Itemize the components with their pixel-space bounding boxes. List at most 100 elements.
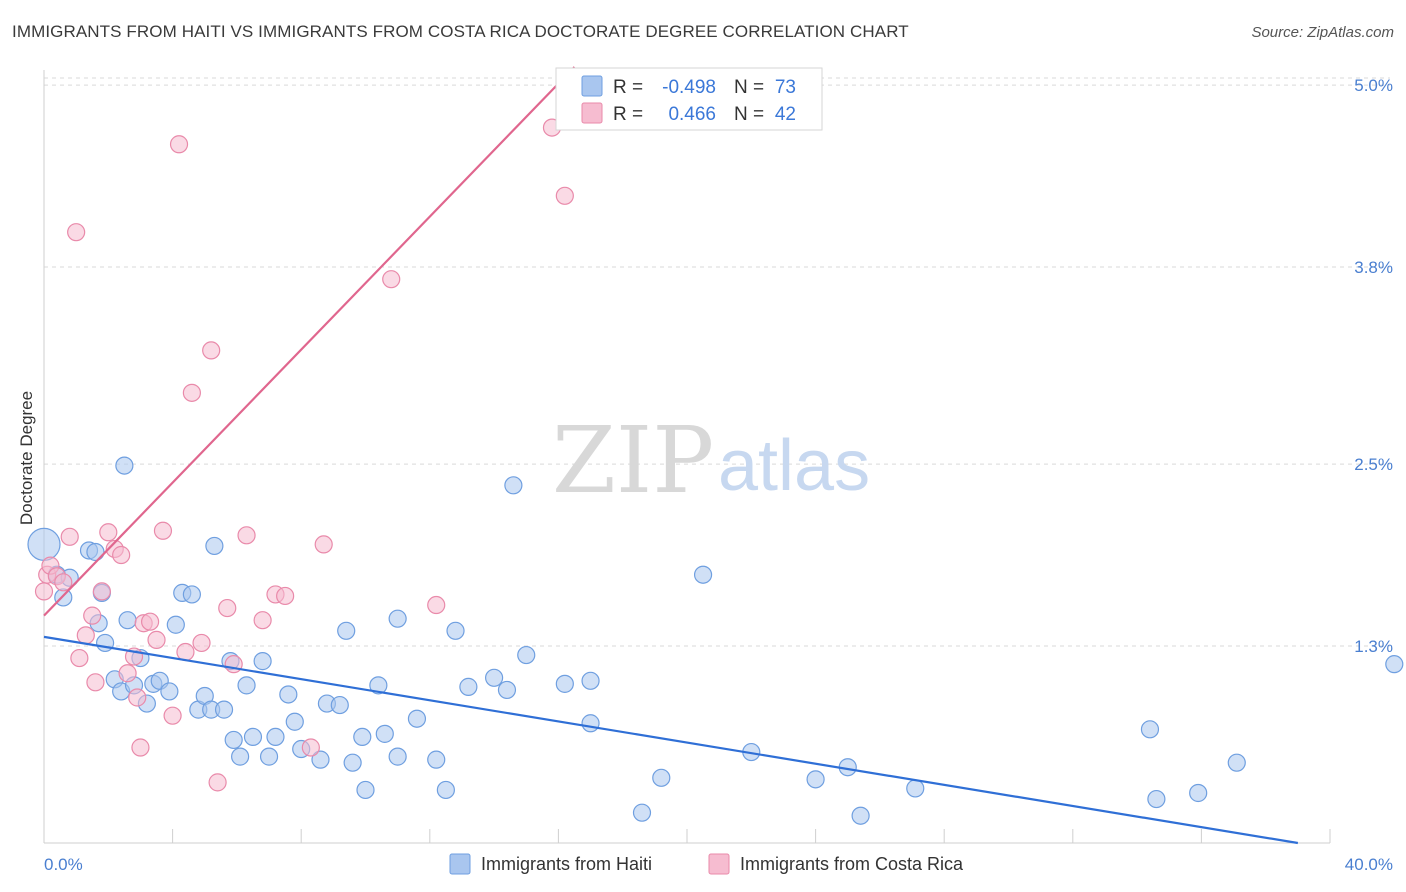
- watermark-zip: ZIP: [552, 407, 714, 514]
- y-tick-label: 5.0%: [1354, 76, 1393, 95]
- chart-title: IMMIGRANTS FROM HAITI VS IMMIGRANTS FROM…: [12, 22, 909, 41]
- haiti-point: [231, 747, 250, 766]
- haiti-point: [266, 727, 285, 747]
- haiti-point: [279, 685, 298, 704]
- haiti-point: [343, 753, 362, 772]
- costa-rica-point: [131, 738, 150, 757]
- haiti-point: [27, 527, 61, 562]
- haiti-point: [353, 727, 372, 747]
- costa-rica-point: [182, 383, 201, 402]
- haiti-point: [446, 621, 465, 640]
- costa-rica-point: [86, 673, 105, 692]
- y-tick-label: 1.3%: [1354, 637, 1393, 656]
- costa-rica-point: [427, 595, 446, 615]
- costa-rica-point: [218, 598, 237, 618]
- haiti-trend-line: [43, 635, 1299, 845]
- legend-swatch-haiti: [581, 75, 603, 97]
- bottom-legend-swatch-costa-rica: [708, 853, 730, 875]
- haiti-point: [160, 682, 179, 701]
- series-legend: Immigrants from Haiti Immigrants from Co…: [449, 853, 964, 875]
- haiti-point: [497, 680, 517, 700]
- haiti-point: [205, 536, 224, 556]
- haiti-point: [581, 671, 600, 690]
- haiti-point: [581, 714, 600, 733]
- haiti-point: [237, 676, 256, 695]
- haiti-point: [337, 621, 356, 640]
- costa-rica-point: [301, 738, 320, 757]
- haiti-point: [166, 615, 185, 634]
- haiti-point: [182, 585, 201, 604]
- costa-rica-point: [208, 773, 227, 792]
- haiti-point: [1189, 783, 1208, 803]
- costa-rica-point: [314, 535, 333, 554]
- haiti-point: [86, 542, 105, 562]
- costa-rica-point: [67, 223, 86, 242]
- haiti-point: [427, 750, 446, 769]
- haiti-point: [407, 709, 427, 728]
- costa-rica-point: [176, 642, 195, 662]
- costa-rica-point: [192, 633, 211, 653]
- costa-rica-point: [237, 526, 256, 545]
- legend-r-value-costa-rica: 0.466: [668, 104, 716, 125]
- haiti-point: [517, 645, 536, 665]
- costa-rica-point: [555, 186, 574, 205]
- haiti-point: [214, 700, 234, 719]
- bottom-legend-label-costa-rica: Immigrants from Costa Rica: [740, 854, 964, 874]
- watermark: ZIP atlas: [552, 407, 870, 514]
- correlation-legend: R = -0.498 N = 73 R = 0.466 N = 42: [555, 67, 823, 131]
- costa-rica-point: [140, 612, 160, 631]
- x-tick-label-max: 40.0%: [1345, 855, 1393, 874]
- costa-rica-point: [253, 611, 272, 630]
- x-ticks: [43, 829, 1331, 843]
- haiti-point: [851, 806, 870, 825]
- costa-rica-point: [34, 582, 54, 601]
- bottom-legend-swatch-haiti: [449, 853, 471, 875]
- haiti-point: [115, 456, 134, 475]
- haiti-point: [806, 770, 825, 789]
- costa-rica-point: [202, 341, 221, 360]
- haiti-point: [485, 668, 504, 687]
- haiti-point: [1140, 720, 1160, 739]
- bottom-legend-label-haiti: Immigrants from Haiti: [481, 854, 652, 874]
- costa-rica-point: [153, 521, 173, 540]
- costa-rica-point: [60, 527, 79, 546]
- haiti-point: [693, 565, 713, 584]
- y-tick-labels: 1.3% 2.5% 3.8% 5.0%: [1354, 76, 1393, 656]
- haiti-point: [632, 803, 652, 822]
- haiti-point: [311, 750, 330, 769]
- haiti-point: [253, 652, 272, 671]
- haiti-point: [356, 780, 375, 800]
- haiti-point: [459, 677, 478, 696]
- costa-rica-point: [92, 582, 111, 601]
- legend-n-label-haiti: N =: [734, 77, 764, 98]
- y-tick-label: 2.5%: [1354, 455, 1393, 474]
- legend-r-label-haiti: R =: [613, 77, 643, 98]
- legend-n-label-costa-rica: N =: [734, 104, 764, 125]
- x-tick-label-min: 0.0%: [44, 855, 83, 874]
- legend-r-value-haiti: -0.498: [662, 77, 716, 98]
- costa-rica-point: [147, 630, 166, 649]
- haiti-point: [555, 674, 574, 693]
- series-haiti: [27, 456, 1404, 825]
- legend-swatch-costa-rica: [581, 102, 603, 124]
- y-axis-label: Doctorate Degree: [17, 391, 36, 525]
- costa-rica-point: [70, 648, 89, 668]
- haiti-point: [436, 780, 455, 800]
- legend-n-value-haiti: 73: [775, 77, 796, 98]
- costa-rica-point: [112, 545, 131, 565]
- costa-rica-point: [169, 135, 189, 154]
- haiti-point: [1385, 655, 1404, 674]
- costa-rica-point: [83, 606, 102, 625]
- haiti-point: [118, 611, 137, 630]
- haiti-point: [375, 724, 394, 743]
- trend-lines: [43, 66, 1299, 845]
- costa-rica-point: [128, 688, 147, 707]
- haiti-point: [1147, 789, 1166, 809]
- haiti-point: [285, 712, 304, 731]
- costa-rica-point: [163, 706, 182, 725]
- costa-rica-trend-line: [43, 66, 576, 617]
- legend-r-label-costa-rica: R =: [613, 104, 643, 125]
- costa-rica-point: [276, 586, 295, 606]
- haiti-point: [224, 730, 243, 750]
